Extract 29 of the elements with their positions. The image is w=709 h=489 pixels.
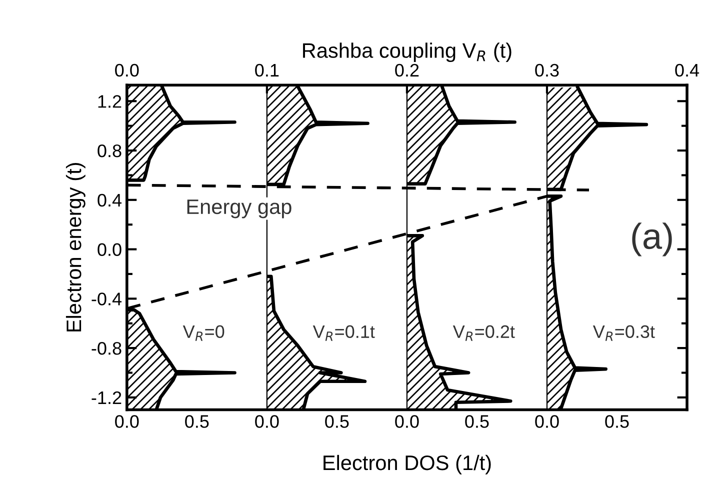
y-axis-title: Electron energy (t) (66, 163, 86, 332)
x-tick-label: 0.0 (115, 415, 139, 428)
y-tick-label: -0.4 (92, 292, 122, 306)
x-tick-label: 0.2 (395, 64, 419, 77)
y-tick-label: 0.4 (98, 194, 122, 207)
x-tick-label: 0.0 (255, 415, 279, 428)
x-tick-label: 0.0 (395, 415, 419, 428)
y-tick-label: 0.8 (98, 144, 122, 158)
x-axis-title: Electron DOS (1/t) (324, 454, 491, 474)
x-tick-label: 0.1 (255, 64, 279, 77)
annotation: V$_{R}$=0.2t (452, 325, 515, 341)
y-tick-label: -1.2 (92, 391, 122, 404)
x-tick-label: 0.0 (115, 64, 139, 77)
y-tick-label: 1.2 (98, 95, 122, 108)
annotation: Energy gap (187, 200, 292, 218)
annotation: V$_{R}$=0.3t (592, 325, 655, 341)
x-tick-label: 0.5 (465, 415, 489, 428)
x-tick-label: 0.4 (675, 64, 700, 77)
x-tick-label: 0.3 (535, 64, 559, 77)
annotation: V$_{R}$=0 (182, 325, 224, 341)
annotation: (a) (632, 222, 672, 256)
y-tick-label: -0.8 (92, 342, 122, 355)
y-tick-label: 0.0 (98, 243, 122, 256)
x-tick-label: 0.0 (535, 415, 559, 428)
x-axis-title: Rashba coupling V$_{R}$ (t) (303, 42, 512, 62)
x-tick-label: 0.5 (325, 415, 349, 428)
x-tick-label: 0.5 (185, 415, 209, 428)
annotation: V$_{R}$=0.1t (312, 325, 375, 341)
x-tick-label: 0.5 (605, 415, 629, 428)
